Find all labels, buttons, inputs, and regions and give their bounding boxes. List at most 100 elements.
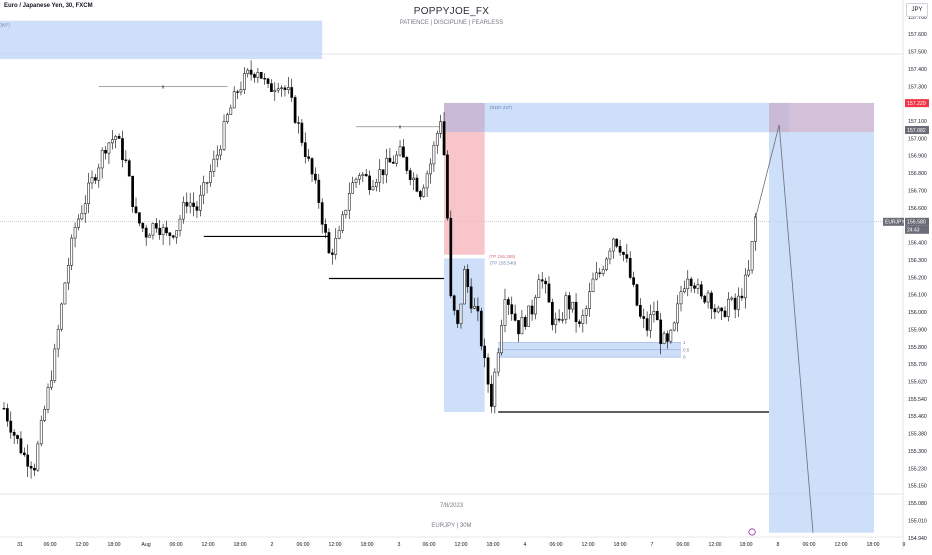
y-tick-label: 154.940 [908,536,927,542]
candle-bull [683,288,686,293]
candle-bear [327,232,331,254]
candle-bull [503,299,507,326]
x-tick-label: 18:00 [614,542,627,548]
candle-bull [151,223,155,236]
candles-layer [2,60,757,479]
candle-bull [110,139,114,144]
symbol-title[interactable]: Euro / Japanese Yen, 30, FXCM [4,3,93,9]
candle-bull [561,319,564,321]
candle-bear [263,78,266,80]
zone-purple [769,102,874,133]
candle-bear [290,87,294,98]
price-countdown-box [905,225,929,234]
y-tick-label: 157.600 [908,32,927,38]
currency-button[interactable]: JPY [906,3,928,17]
x-tick-label: 06:00 [44,542,57,548]
y-tick-label: 155.540 [908,397,927,403]
y-tick-label: 156.400 [908,241,927,247]
candle-bear [26,454,30,467]
fib-label: 1 [683,340,686,345]
candle-bear [483,345,487,358]
candle-bull [601,269,605,274]
candle-bear [381,169,385,176]
candle-bear [632,277,635,285]
brand-tagline: PATIENCE | DISCIPLINE | FEARLESS [399,20,504,26]
candle-bear [158,227,162,236]
x-tick-label: 12:00 [835,542,848,548]
candle-bear [6,408,9,422]
candle-bull [385,157,388,176]
candle-bear [720,307,723,312]
y-tick-label: 156.200 [908,275,927,281]
candle-bear [402,146,405,158]
candle-bear [9,420,13,433]
candle-bear [141,222,145,229]
candle-bear [645,318,649,331]
zone-blue [769,132,874,533]
candle-bear [131,175,134,207]
candle-bear [622,251,625,255]
candle-bear [642,316,646,319]
candle-bear [300,122,304,143]
candle-bear [165,227,168,234]
candle-bull [46,387,50,410]
candle-bull [605,258,608,270]
candle-bull [344,209,348,216]
price-label-value: 156.580 [907,220,926,226]
zone-label: (997) [0,23,10,28]
candle-bear [388,157,392,163]
candle-bear [699,284,703,297]
candle-bull [222,121,226,150]
candle-bull [398,146,402,156]
candle-bull [347,192,351,211]
candle-bear [94,177,97,181]
candle-bear [16,435,19,439]
candle-bear [192,202,195,207]
candle-bull [63,282,67,305]
candle-bull [730,297,734,300]
candle-bull [727,298,730,317]
x-tick-label: 06:00 [803,542,816,548]
zone-blue [0,20,323,60]
x-tick-label: 12:00 [202,542,215,548]
x-tick-label: 06:00 [297,542,310,548]
candle-bear [523,316,527,327]
candle-bear [33,467,36,471]
candle-bull [36,443,40,471]
candle-bull [564,295,568,320]
candle-bull [77,218,80,228]
candle-bull [209,171,212,183]
candle-bull [178,218,182,231]
candle-bull [246,69,250,74]
candle-bull [242,73,246,90]
candle-bear [405,156,409,171]
candle-bull [439,121,443,134]
candle-bull [161,227,165,236]
candle-bull [371,186,375,191]
y-tick-label: 157.300 [908,84,927,90]
candle-bull [496,352,500,373]
candle-bear [408,170,412,180]
candle-bear [195,206,199,211]
candle-bear [317,179,321,203]
candle-bear [29,466,33,469]
candle-bull [595,272,598,280]
candle-bull [361,174,365,176]
candle-bear [124,159,128,161]
candle-bear [320,202,324,225]
y-tick-label: 157.000 [908,136,927,142]
zone-blue [444,102,790,133]
candle-bull [337,230,341,239]
projection-layer: … [748,124,814,536]
lines-layer: x x 1 0.5 0 [98,84,770,413]
zone-label: (TP 156.389) [489,254,516,259]
candle-bull [676,303,679,324]
candle-bear [249,69,253,75]
candle-bull [351,182,355,194]
candle-bull [686,278,690,290]
y-tick-label: 155.010 [908,518,927,524]
candle-bear [368,175,371,191]
candle-bull [198,194,202,211]
